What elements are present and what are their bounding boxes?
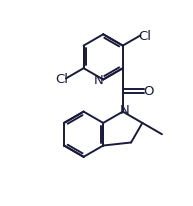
Text: N: N <box>120 103 130 116</box>
Text: O: O <box>143 85 154 98</box>
Text: Cl: Cl <box>55 72 68 85</box>
Text: N: N <box>94 74 103 87</box>
Text: Cl: Cl <box>138 30 151 42</box>
